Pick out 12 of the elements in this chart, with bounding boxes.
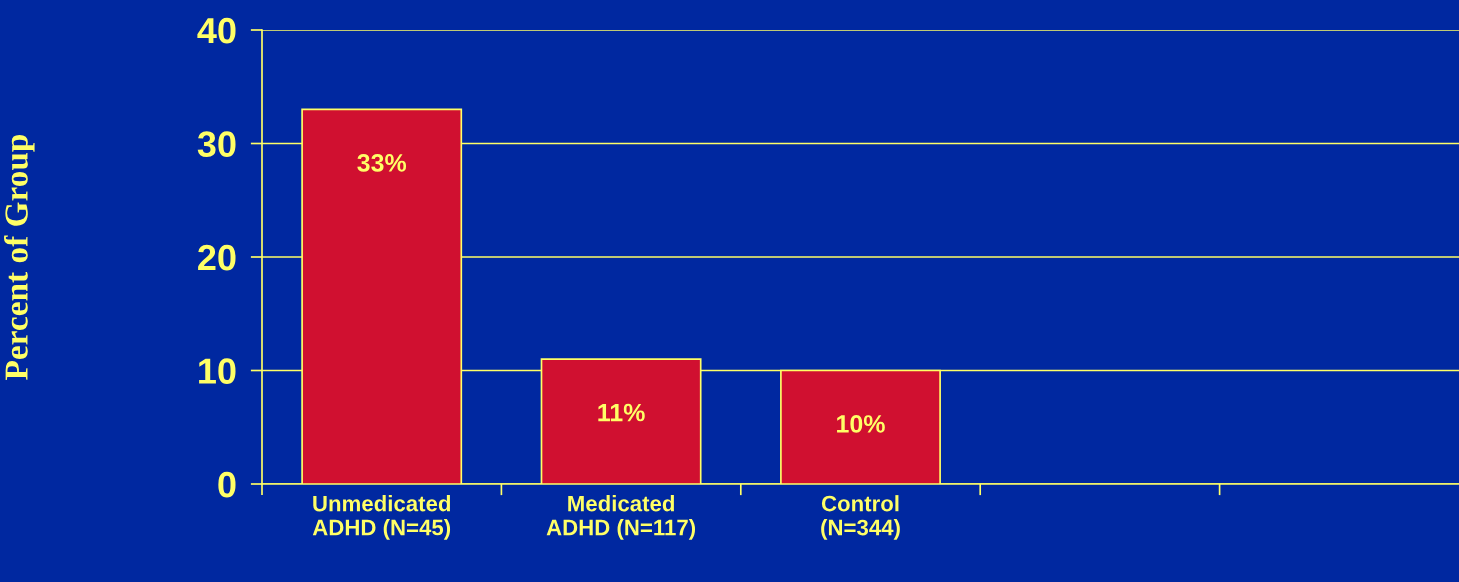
data-label: 10% xyxy=(837,415,885,433)
x-tick-label: Unmedicated ADHD (N=45) xyxy=(312,495,451,540)
data-label: 33% xyxy=(357,154,407,172)
y-axis-title: Percent of Group xyxy=(4,134,35,380)
y-tick-label: 0 xyxy=(218,471,236,498)
y-tick-label: 20 xyxy=(198,244,236,271)
y-tick-label: 30 xyxy=(197,131,236,157)
x-tick-label: Control (N=344) xyxy=(821,495,900,540)
y-tick-label: 40 xyxy=(197,17,236,44)
x-tick-label: Medicated ADHD (N=117) xyxy=(546,495,696,540)
data-label: 11% xyxy=(598,403,645,422)
y-tick-label: 10 xyxy=(199,358,236,384)
